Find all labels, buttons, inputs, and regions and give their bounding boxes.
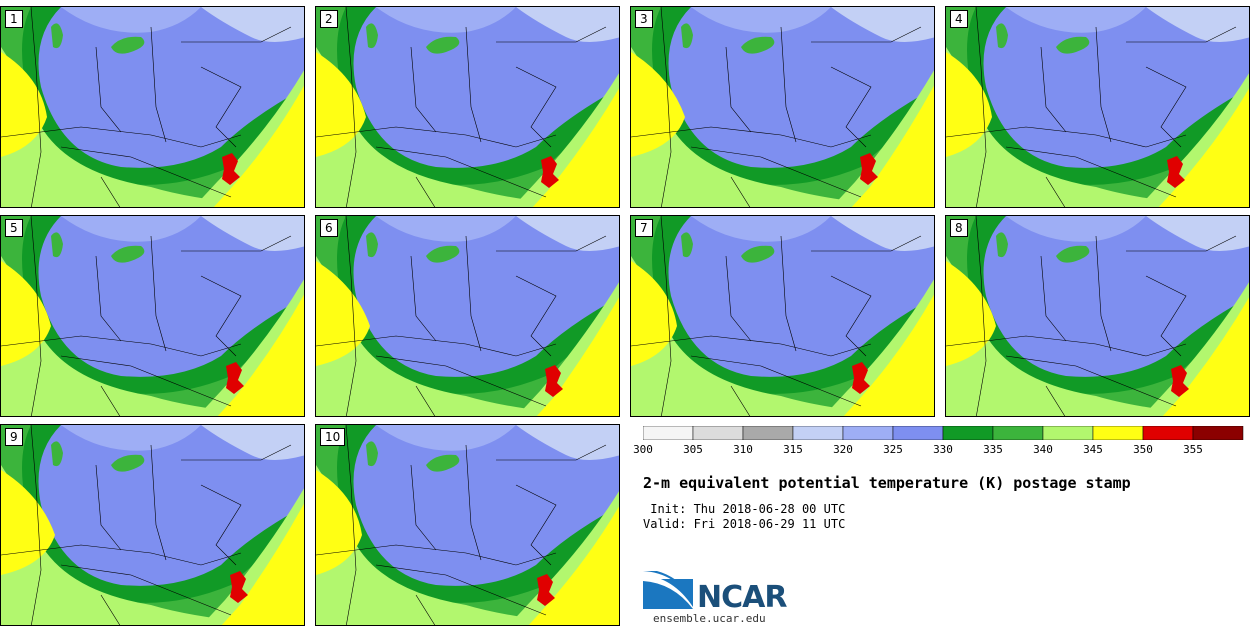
ensemble-member-panel: 1 (0, 6, 305, 208)
colorbar-segment (643, 426, 694, 440)
colorbar-tick-label: 340 (1033, 443, 1053, 456)
colorbar-tick-label: 305 (683, 443, 703, 456)
theta-e-map (316, 216, 619, 416)
page-title: 2-m equivalent potential temperature (K)… (643, 474, 1131, 492)
ensemble-member-panel: 7 (630, 215, 935, 417)
colorbar-segment (992, 426, 1044, 440)
colorbar-tick-label: 330 (933, 443, 953, 456)
member-number: 1 (5, 10, 23, 28)
logo-url: ensemble.ucar.edu (653, 612, 766, 625)
ensemble-member-panel: 4 (945, 6, 1250, 208)
valid-time: Valid: Fri 2018-06-29 11 UTC (643, 517, 846, 531)
colorbar-tick-label: 335 (983, 443, 1003, 456)
ensemble-member-panel: 3 (630, 6, 935, 208)
theta-e-map (1, 7, 304, 207)
colorbar-tick-label: 320 (833, 443, 853, 456)
theta-e-map (1, 425, 304, 625)
colorbar-segment (1092, 426, 1144, 440)
ensemble-member-panel: 6 (315, 215, 620, 417)
member-number: 7 (635, 219, 653, 237)
ncar-logo-icon (643, 571, 693, 609)
ensemble-member-panel: 8 (945, 215, 1250, 417)
theta-e-map (631, 216, 934, 416)
theta-e-map (316, 425, 619, 625)
member-number: 2 (320, 10, 338, 28)
theta-e-map (946, 7, 1249, 207)
ensemble-member-panel: 5 (0, 215, 305, 417)
colorbar-ticks: 300 305 310 315 320 325 330 335 340 345 350 355 (633, 443, 1260, 459)
init-time: Init: Thu 2018-06-28 00 UTC (643, 502, 846, 516)
colorbar-tick-label: 300 (633, 443, 653, 456)
colorbar-segment (1142, 426, 1194, 440)
ensemble-member-panel: 9 (0, 424, 305, 626)
colorbar-tick-label: 345 (1083, 443, 1103, 456)
member-number: 8 (950, 219, 968, 237)
member-number: 3 (635, 10, 653, 28)
member-number: 10 (320, 428, 346, 446)
ensemble-member-panel: 10 (315, 424, 620, 626)
colorbar-segment (1042, 426, 1094, 440)
colorbar-segment (742, 426, 794, 440)
ensemble-member-panel: 2 (315, 6, 620, 208)
theta-e-map (631, 7, 934, 207)
theta-e-map (1, 216, 304, 416)
colorbar (643, 426, 1244, 440)
colorbar-tick-label: 350 (1133, 443, 1153, 456)
member-number: 4 (950, 10, 968, 28)
colorbar-segment (692, 426, 744, 440)
colorbar-tick-label: 355 (1183, 443, 1203, 456)
colorbar-segment (792, 426, 844, 440)
colorbar-segment (842, 426, 894, 440)
colorbar-tick-label: 310 (733, 443, 753, 456)
theta-e-map (316, 7, 619, 207)
member-number: 5 (5, 219, 23, 237)
colorbar-tick-label: 325 (883, 443, 903, 456)
theta-e-map (946, 216, 1249, 416)
colorbar-segment (942, 426, 994, 440)
colorbar-segment (1192, 426, 1244, 440)
ncar-logo-text: NCAR (697, 580, 787, 615)
member-number: 9 (5, 428, 23, 446)
member-number: 6 (320, 219, 338, 237)
colorbar-segment (892, 426, 944, 440)
colorbar-tick-label: 315 (783, 443, 803, 456)
